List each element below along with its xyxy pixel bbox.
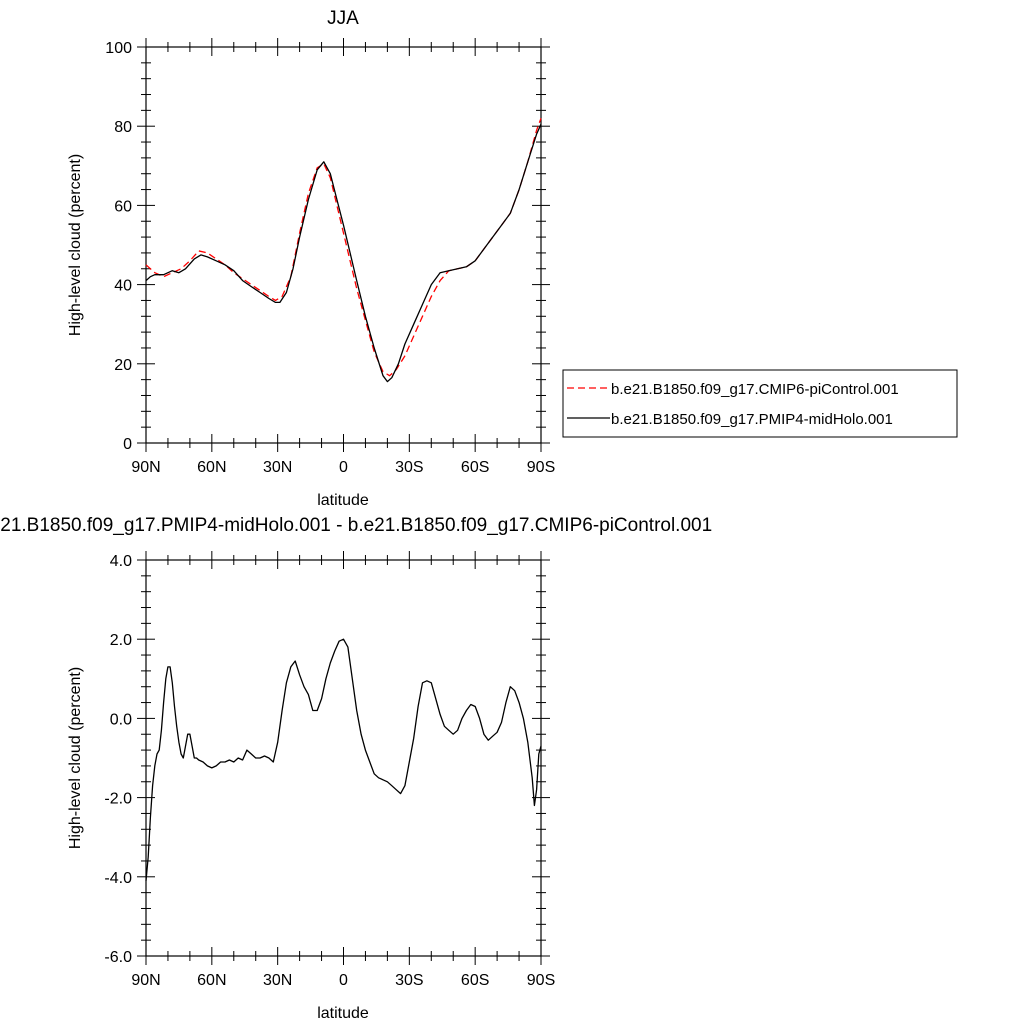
y-tick-label: 40 — [114, 278, 132, 295]
series-line-1 — [145, 123, 542, 383]
x-axis-label: latitude — [317, 492, 369, 509]
plot-frame — [145, 559, 542, 957]
chart-title: JJA — [327, 8, 359, 29]
x-tick-label: 30S — [395, 972, 423, 989]
y-tick-label: 2.0 — [110, 632, 132, 649]
y-tick-label: 0.0 — [110, 711, 132, 728]
legend-label-picontrol: b.e21.B1850.f09_g17.CMIP6-piControl.001 — [611, 381, 899, 398]
x-tick-label: 90S — [527, 459, 555, 476]
x-tick-label: 60N — [197, 459, 226, 476]
y-axis-label: High-level cloud (percent) — [67, 667, 84, 849]
y-tick-label: 20 — [114, 357, 132, 374]
x-tick-label: 0 — [339, 459, 348, 476]
y-axis-label: High-level cloud (percent) — [67, 154, 84, 336]
series-line-0 — [145, 118, 542, 377]
y-tick-label: 4.0 — [110, 553, 132, 570]
chart-panel-bottom: b.e21.B1850.f09_g17.PMIP4-midHolo.001 - … — [0, 515, 712, 1022]
legend-box — [562, 369, 958, 438]
chart-axes: 90N 60N 30N 0 30S 60S 90S -6.0 -4.0 -2.0 0.0 2.0 4.0 — [104, 551, 555, 989]
y-tick-label: 60 — [114, 198, 132, 215]
series-line-0 — [145, 638, 542, 881]
x-tick-label: 90N — [131, 459, 160, 476]
x-tick-label: 30N — [263, 972, 292, 989]
y-tick-label: 100 — [105, 40, 132, 57]
chart-axes: 90N 60N 30N 0 30S 60S 90S 0 20 40 60 80 100 — [105, 38, 555, 476]
chart-title: b.e21.B1850.f09_g17.PMIP4-midHolo.001 - … — [0, 515, 712, 536]
legend-label-midholo: b.e21.B1850.f09_g17.PMIP4-midHolo.001 — [611, 411, 893, 428]
y-tick-label: -4.0 — [104, 870, 132, 887]
x-tick-label: 60S — [461, 972, 489, 989]
x-tick-label: 90N — [131, 972, 160, 989]
x-tick-label: 60N — [197, 972, 226, 989]
y-tick-label: 80 — [114, 119, 132, 136]
x-tick-label: 90S — [527, 972, 555, 989]
y-tick-label: 0 — [123, 436, 132, 453]
x-tick-label: 0 — [339, 972, 348, 989]
chart-series-group — [145, 638, 542, 881]
chart-panel-top: JJA 90N 60N 30N 0 30S 60S 90S 0 20 40 60 80 100 lati… — [67, 8, 555, 509]
chart-series-group — [145, 118, 542, 383]
x-tick-label: 30S — [395, 459, 423, 476]
y-tick-label: -2.0 — [104, 791, 132, 808]
x-tick-label: 60S — [461, 459, 489, 476]
y-tick-label: -6.0 — [104, 949, 132, 966]
plot-frame — [145, 46, 542, 444]
chart-legend: b.e21.B1850.f09_g17.CMIP6-piControl.001 … — [562, 369, 958, 438]
x-tick-label: 30N — [263, 459, 292, 476]
x-axis-label: latitude — [317, 1005, 369, 1022]
